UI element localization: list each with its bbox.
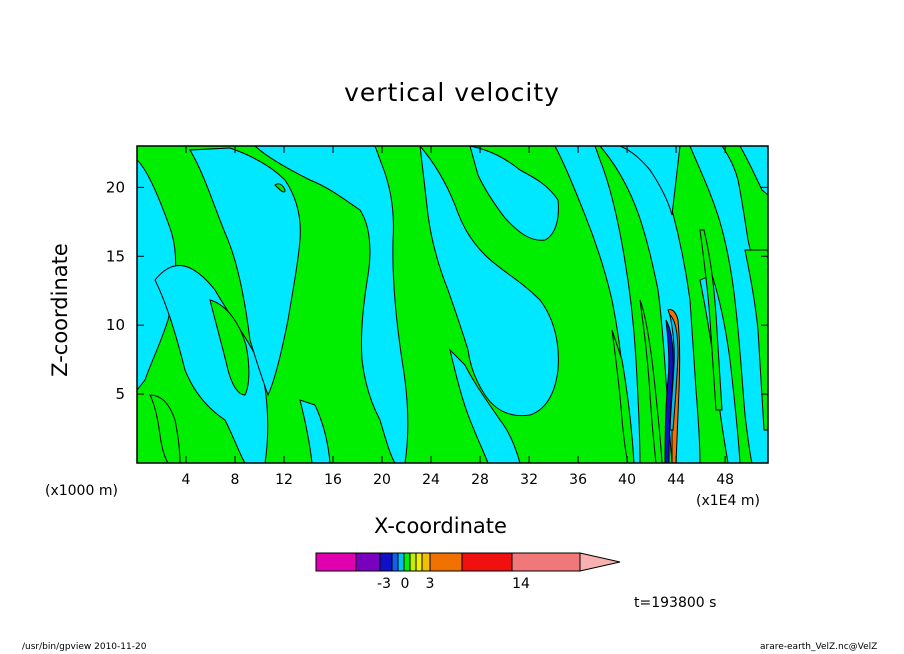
contour-region <box>664 319 674 463</box>
colorbar-segment-4 <box>397 552 405 572</box>
x-tick-label-7: 32 <box>520 472 538 488</box>
y-tick-label-1: 10 <box>106 316 125 334</box>
colorbar-segment-9 <box>429 552 463 572</box>
y-axis: 5 10 15 20 <box>106 178 768 403</box>
contour-region <box>611 329 635 463</box>
contour-region <box>189 147 301 397</box>
plot-area <box>137 146 768 463</box>
x-tick-label-10: 44 <box>667 472 685 488</box>
footer-right: arare-earth_VelZ.nc@VelZ <box>760 642 878 652</box>
x-axis-label: X-coordinate <box>374 514 507 538</box>
contour-region <box>299 399 331 463</box>
x-axis: 4 8 12 16 20 24 28 32 36 40 44 48 <box>182 146 734 488</box>
colorbar-segment-3 <box>391 552 399 572</box>
colorbar-segment-0 <box>315 552 357 572</box>
colorbar-segment-6 <box>409 552 417 572</box>
positive-velocity-islands <box>149 183 768 463</box>
x-tick-label-5: 24 <box>422 472 440 488</box>
time-label: t=193800 s <box>634 595 717 611</box>
y-tick-label-3: 20 <box>106 178 125 196</box>
x-tick-label-11: 48 <box>716 472 734 488</box>
colorbar-label-1: 0 <box>401 576 410 592</box>
colorbar-segment-2 <box>379 552 393 572</box>
contour-region <box>419 146 559 417</box>
x-tick-label-0: 4 <box>182 472 191 488</box>
contour-region <box>744 249 768 431</box>
chart-title: vertical velocity <box>344 78 560 107</box>
contour-region <box>619 146 681 216</box>
colorbar-segment-7 <box>415 552 423 572</box>
x-tick-label-8: 36 <box>569 472 587 488</box>
x-axis-unit-left: (x1000 m) <box>45 483 118 499</box>
x-tick-label-1: 8 <box>231 472 240 488</box>
footer-left: /usr/bin/gpview 2010-11-20 <box>22 642 147 652</box>
contour-region <box>149 394 181 463</box>
x-tick-label-9: 40 <box>618 472 636 488</box>
x-tick-label-4: 20 <box>373 472 391 488</box>
contour-region <box>274 183 286 193</box>
contour-region <box>209 299 250 396</box>
colorbar-label-0: -3 <box>377 576 391 592</box>
colorbar: -3 0 3 14 <box>315 552 621 592</box>
contour-region <box>699 229 723 411</box>
colorbar-label-2: 3 <box>426 576 435 592</box>
colorbar-segment-5 <box>403 552 411 572</box>
plot-frame <box>136 145 769 464</box>
colorbar-segment-11 <box>511 552 581 572</box>
contour-region <box>689 146 768 463</box>
contour-region <box>469 146 559 241</box>
colorbar-segment-10 <box>461 552 513 572</box>
y-tick-label-0: 5 <box>115 385 125 403</box>
colorbar-arrow <box>579 552 621 572</box>
colorbar-label-3: 14 <box>512 576 530 592</box>
contour-region <box>254 146 409 463</box>
contour-region <box>669 313 679 431</box>
x-axis-unit-right: (x1E4 m) <box>696 493 760 509</box>
x-tick-label-6: 28 <box>471 472 489 488</box>
colorbar-segment-1 <box>355 552 381 572</box>
contour-region <box>639 299 663 463</box>
y-tick-label-2: 15 <box>106 247 125 265</box>
contour-region <box>739 146 768 196</box>
colorbar-segment-8 <box>421 552 431 572</box>
x-tick-label-2: 12 <box>275 472 293 488</box>
contour-region <box>449 348 521 463</box>
x-tick-label-3: 16 <box>324 472 342 488</box>
